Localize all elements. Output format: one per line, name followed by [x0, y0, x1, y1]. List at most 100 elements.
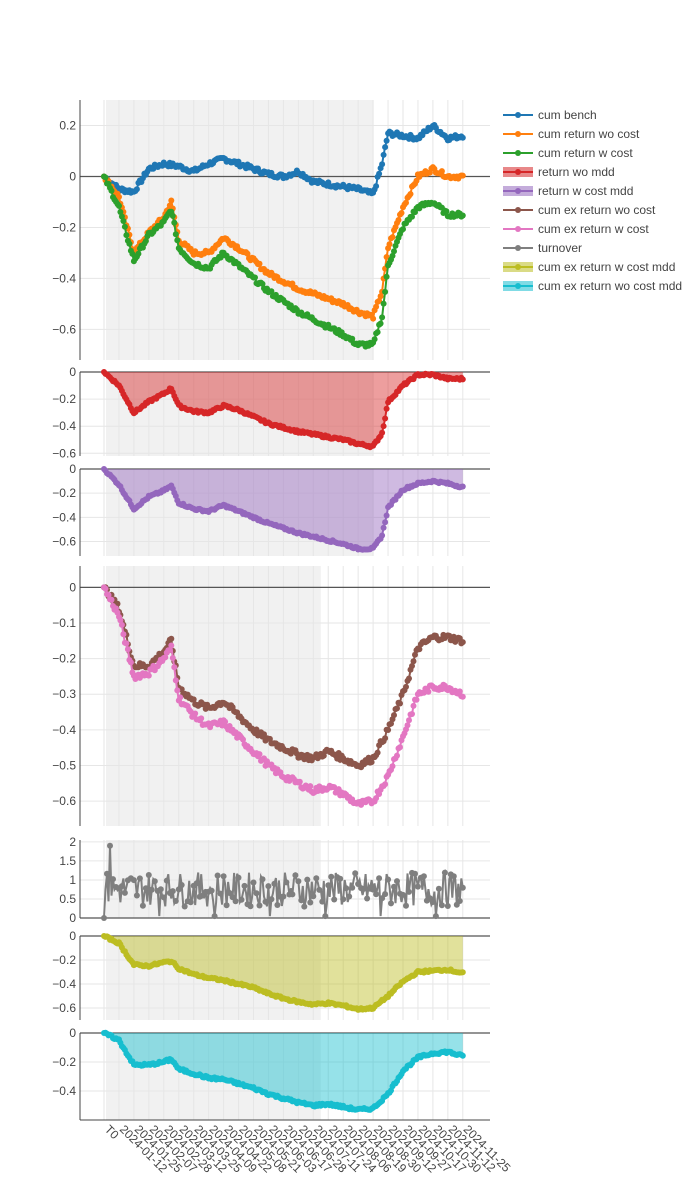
data-point [192, 710, 199, 717]
data-point [328, 873, 335, 880]
data-point [410, 702, 417, 709]
data-point [123, 640, 130, 647]
panel-p4: 0 −0.1 −0.2 −0.3 −0.4 −0.5 −0.6 [52, 566, 490, 826]
y-tick-label: 2 [69, 835, 76, 849]
shade-region [106, 566, 321, 826]
data-point [383, 512, 390, 519]
legend-label: cum ex return wo cost mdd [538, 279, 682, 293]
legend-item: cum ex return wo cost [503, 203, 656, 217]
data-point [108, 187, 115, 194]
data-point [148, 886, 155, 893]
data-point [241, 882, 248, 889]
y-tick-label: −0.6 [52, 1001, 76, 1015]
data-point [108, 596, 115, 603]
data-point [412, 870, 418, 877]
panel-p5: 2 1.5 1 0.5 0 [59, 835, 490, 925]
legend-marker [515, 226, 521, 232]
data-point [171, 219, 178, 226]
data-point [376, 170, 383, 177]
data-point [346, 893, 353, 900]
data-point [271, 880, 278, 887]
legend-marker [515, 131, 521, 137]
data-point [380, 524, 387, 531]
legend-label: return w cost mdd [538, 184, 633, 198]
data-point [110, 876, 116, 883]
data-point [142, 238, 149, 244]
data-point [160, 894, 167, 901]
panel-p3: 0 −0.2 −0.4 −0.6 [52, 462, 490, 556]
data-point [391, 248, 397, 255]
data-point [307, 783, 314, 790]
data-point [247, 903, 254, 910]
data-point [104, 870, 110, 877]
data-point [121, 889, 128, 896]
data-point [404, 722, 411, 729]
data-point [217, 890, 224, 897]
data-point [376, 297, 383, 304]
data-point [172, 231, 179, 238]
legend-marker [515, 150, 521, 156]
data-point [403, 199, 409, 206]
data-point [389, 234, 396, 241]
data-point [403, 902, 409, 909]
legend-item: return wo mdd [503, 165, 615, 179]
legend-label: cum ex return w cost mdd [538, 260, 675, 274]
data-point [403, 683, 409, 690]
y-tick-label: 0 [69, 911, 76, 925]
data-point [274, 902, 281, 908]
data-point [319, 898, 326, 905]
y-tick-label: −0.2 [52, 652, 76, 666]
data-point [174, 687, 181, 694]
legend-item: turnover [503, 241, 582, 255]
y-tick-label: 0 [69, 169, 76, 183]
data-point [331, 784, 338, 791]
data-point [120, 218, 127, 224]
data-point [394, 878, 400, 885]
data-point [238, 896, 245, 903]
data-point [252, 274, 258, 281]
legend-label: cum ex return wo cost [538, 203, 656, 217]
data-point [116, 202, 122, 209]
data-point [406, 717, 412, 724]
data-point [383, 254, 390, 260]
data-point [127, 659, 134, 666]
y-tick-label: −0.6 [52, 446, 76, 460]
data-point [380, 151, 387, 158]
legend-marker [515, 112, 521, 118]
data-point [217, 254, 224, 261]
data-point [174, 237, 181, 244]
y-tick-label: −0.1 [52, 616, 76, 630]
series-area-cum-ex-return-wo-cost-mdd [104, 1032, 463, 1110]
data-point [459, 172, 466, 179]
legend-item: cum bench [503, 108, 597, 122]
data-point [126, 240, 133, 247]
legend-item: cum ex return w cost mdd [503, 260, 675, 274]
data-point [120, 631, 127, 638]
legend-marker [515, 188, 521, 194]
data-point [382, 288, 389, 295]
data-point [412, 651, 418, 658]
data-point [114, 600, 121, 607]
data-point [389, 763, 396, 770]
data-point [172, 898, 179, 904]
legend-label: return wo mdd [538, 165, 615, 179]
shade-region [106, 100, 374, 360]
data-point [385, 876, 392, 883]
data-point [232, 898, 239, 905]
data-point [394, 705, 400, 712]
data-point [459, 483, 466, 490]
data-point [116, 193, 122, 200]
data-point [187, 899, 194, 906]
y-tick-label: 0 [69, 929, 76, 943]
data-point [178, 882, 185, 888]
data-point [410, 658, 417, 665]
data-point [361, 885, 368, 892]
data-point [298, 897, 305, 904]
data-point [283, 879, 290, 886]
data-point [313, 875, 320, 882]
data-point [429, 899, 436, 905]
data-point [181, 903, 188, 910]
data-point [166, 647, 173, 654]
data-point [145, 872, 152, 878]
